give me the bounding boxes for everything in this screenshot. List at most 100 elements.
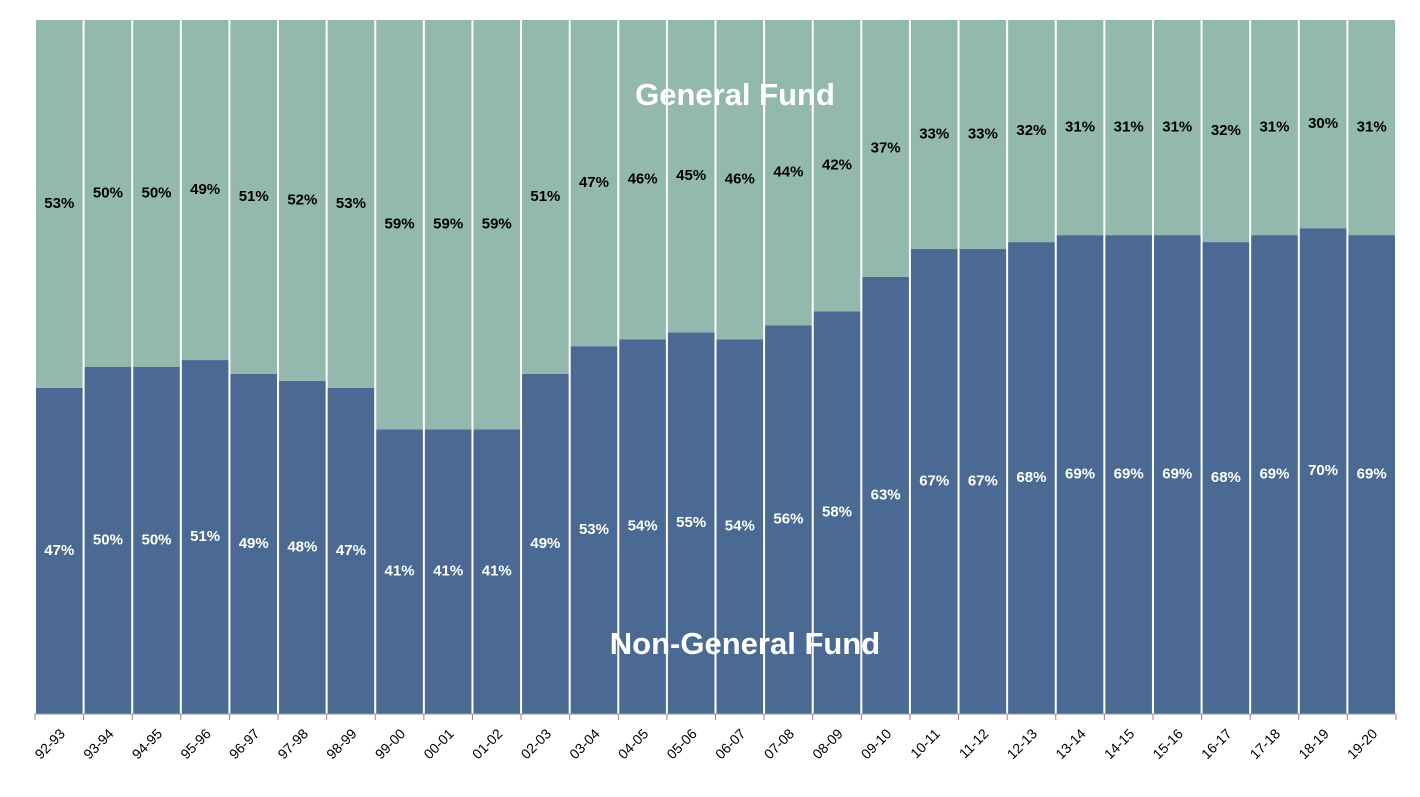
- bar-segment: [36, 387, 83, 714]
- value-label: 58%: [822, 504, 852, 521]
- bar-segment: [230, 20, 278, 374]
- value-label: 49%: [239, 535, 269, 552]
- value-label: 47%: [336, 542, 366, 559]
- x-tick-label: 03-04: [566, 725, 603, 762]
- value-label: 50%: [142, 531, 172, 548]
- bar-segment: [230, 373, 278, 714]
- value-label: 63%: [871, 486, 901, 503]
- bar-segment: [813, 311, 861, 714]
- value-label: 31%: [1357, 119, 1387, 136]
- value-label: 41%: [433, 563, 463, 580]
- value-label: 30%: [1308, 115, 1338, 132]
- x-tick-label: 95-96: [177, 725, 214, 762]
- value-label: 45%: [676, 167, 706, 184]
- bar-segment: [1299, 20, 1347, 229]
- bar-segment: [1008, 242, 1055, 714]
- bar-segment: [473, 429, 521, 714]
- x-tick-label: 07-08: [761, 725, 798, 762]
- bar-segment: [716, 20, 764, 340]
- value-label: 44%: [773, 164, 803, 181]
- bar-segment: [522, 373, 569, 714]
- bar-segment: [765, 20, 812, 326]
- x-tick-label: 10-11: [907, 725, 943, 761]
- value-label: 31%: [1114, 119, 1144, 136]
- bar-segment: [570, 20, 618, 347]
- x-tick-label: 94-95: [129, 725, 166, 762]
- bar-segment: [181, 20, 229, 361]
- value-label: 42%: [822, 157, 852, 174]
- bar-segment: [1251, 20, 1298, 236]
- value-label: 51%: [239, 188, 269, 205]
- bar-segment: [1348, 20, 1395, 236]
- value-label: 54%: [628, 518, 658, 535]
- value-label: 51%: [530, 188, 560, 205]
- value-label: 54%: [725, 518, 755, 535]
- value-label: 53%: [44, 195, 74, 212]
- value-label: 50%: [93, 531, 123, 548]
- x-tick-label: 02-03: [517, 725, 554, 762]
- value-label: 50%: [142, 184, 172, 201]
- bar-segment: [667, 20, 715, 333]
- x-tick-label: 15-16: [1149, 725, 1186, 762]
- value-label: 69%: [1065, 466, 1095, 483]
- value-label: 59%: [482, 216, 512, 233]
- bar-segment: [813, 20, 861, 312]
- bar-segment: [279, 20, 326, 381]
- x-tick-label: 17-18: [1247, 725, 1284, 762]
- bar-segment: [1202, 242, 1250, 714]
- value-label: 55%: [676, 514, 706, 531]
- value-label: 46%: [725, 171, 755, 188]
- value-label: 67%: [968, 472, 998, 489]
- value-label: 31%: [1259, 119, 1289, 136]
- value-label: 41%: [482, 563, 512, 580]
- value-label: 37%: [871, 139, 901, 156]
- value-label: 33%: [919, 125, 949, 142]
- value-label: 59%: [433, 216, 463, 233]
- bar-segment: [667, 332, 715, 714]
- x-tick-label: 99-00: [372, 725, 409, 762]
- bar-segment: [1008, 20, 1055, 243]
- value-label: 70%: [1308, 462, 1338, 479]
- bar-segment: [1105, 20, 1152, 236]
- value-label: 32%: [1211, 122, 1241, 139]
- bar-segment: [133, 20, 180, 367]
- x-tick-label: 93-94: [80, 725, 117, 762]
- x-tick-label: 11-12: [956, 725, 992, 761]
- value-label: 31%: [1162, 119, 1192, 136]
- bar-segment: [716, 339, 764, 714]
- x-tick-label: 08-09: [809, 725, 846, 762]
- x-tick-label: 16-17: [1198, 725, 1235, 762]
- value-label: 47%: [44, 542, 74, 559]
- bar-segment: [473, 20, 521, 430]
- value-label: 67%: [919, 472, 949, 489]
- value-label: 59%: [385, 216, 415, 233]
- value-label: 48%: [287, 538, 317, 555]
- value-label: 69%: [1162, 466, 1192, 483]
- bar-segment: [84, 367, 132, 714]
- x-tick-label: 00-01: [420, 725, 457, 762]
- bar-segment: [619, 339, 666, 714]
- value-label: 69%: [1114, 466, 1144, 483]
- x-tick-label: 13-14: [1052, 725, 1089, 762]
- bar-segment: [36, 20, 83, 388]
- bar-segment: [327, 20, 375, 388]
- value-label: 41%: [385, 563, 415, 580]
- bar-segment: [1202, 20, 1250, 243]
- value-label: 33%: [968, 125, 998, 142]
- x-tick-label: 09-10: [858, 725, 895, 762]
- x-tick-label: 06-07: [712, 725, 749, 762]
- bar-segment: [1153, 235, 1201, 714]
- value-label: 49%: [190, 181, 220, 198]
- bar-segment: [570, 346, 618, 714]
- value-label: 46%: [628, 171, 658, 188]
- value-label: 56%: [773, 511, 803, 528]
- bar-segment: [765, 325, 812, 714]
- bar-segment: [522, 20, 569, 374]
- value-label: 53%: [579, 521, 609, 538]
- bar-segment: [376, 20, 423, 430]
- bar-segment: [1056, 20, 1104, 236]
- value-label: 69%: [1357, 466, 1387, 483]
- x-tick-label: 04-05: [615, 725, 652, 762]
- bar-segment: [862, 20, 909, 277]
